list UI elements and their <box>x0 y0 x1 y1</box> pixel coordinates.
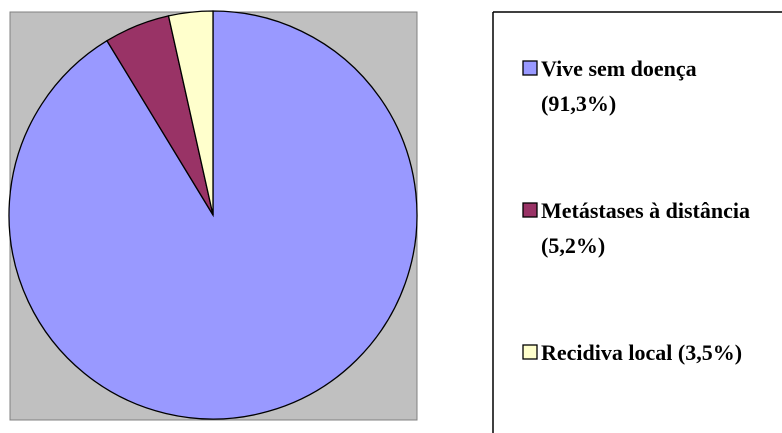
legend-swatch <box>522 60 538 76</box>
legend-label: Vive sem doença <box>541 56 697 81</box>
legend-value-label: (91,3%) <box>541 91 617 116</box>
legend-swatch <box>522 202 538 218</box>
legend-value-label: (5,2%) <box>541 233 606 258</box>
legend-swatch <box>522 344 538 360</box>
legend-label: Recidiva local <box>541 340 673 365</box>
legend-entry: Vive sem doença (91,3%) <box>541 51 766 121</box>
legend-entry: Recidiva local (3,5%) <box>541 335 766 370</box>
legend-value-label: (3,5%) <box>677 340 743 365</box>
legend-label: Metástases à distância <box>541 198 750 223</box>
pie-slice <box>167 10 214 216</box>
legend-entry: Metástases à distância (5,2%) <box>541 193 766 263</box>
